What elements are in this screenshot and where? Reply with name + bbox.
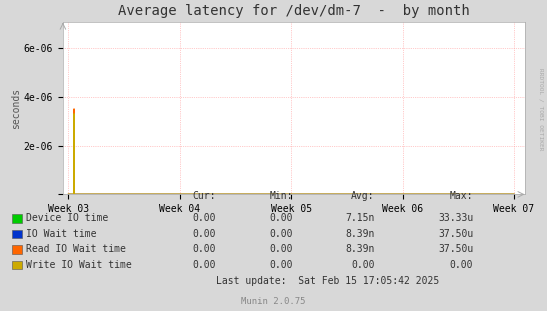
Text: 37.50u: 37.50u — [438, 229, 473, 239]
Text: 37.50u: 37.50u — [438, 244, 473, 254]
Text: 8.39n: 8.39n — [345, 229, 375, 239]
Text: 7.15n: 7.15n — [345, 213, 375, 223]
Text: 0.00: 0.00 — [450, 260, 473, 270]
Text: 0.00: 0.00 — [351, 260, 375, 270]
Text: IO Wait time: IO Wait time — [26, 229, 97, 239]
Title: Average latency for /dev/dm-7  -  by month: Average latency for /dev/dm-7 - by month — [118, 4, 470, 18]
Text: 0.00: 0.00 — [269, 213, 293, 223]
Text: Last update:  Sat Feb 15 17:05:42 2025: Last update: Sat Feb 15 17:05:42 2025 — [216, 276, 439, 286]
Y-axis label: seconds: seconds — [11, 87, 21, 129]
Text: Max:: Max: — [450, 191, 473, 201]
Text: 0.00: 0.00 — [193, 260, 216, 270]
Text: Munin 2.0.75: Munin 2.0.75 — [241, 297, 306, 305]
Text: Min:: Min: — [269, 191, 293, 201]
Text: Read IO Wait time: Read IO Wait time — [26, 244, 126, 254]
Text: 0.00: 0.00 — [269, 260, 293, 270]
Text: 0.00: 0.00 — [193, 244, 216, 254]
Text: Cur:: Cur: — [193, 191, 216, 201]
Text: 8.39n: 8.39n — [345, 244, 375, 254]
Text: 0.00: 0.00 — [193, 229, 216, 239]
Text: Write IO Wait time: Write IO Wait time — [26, 260, 132, 270]
Text: 0.00: 0.00 — [269, 229, 293, 239]
Text: 33.33u: 33.33u — [438, 213, 473, 223]
Text: 0.00: 0.00 — [193, 213, 216, 223]
Text: RRDTOOL / TOBI OETIKER: RRDTOOL / TOBI OETIKER — [538, 67, 543, 150]
Text: Device IO time: Device IO time — [26, 213, 108, 223]
Text: Avg:: Avg: — [351, 191, 375, 201]
Text: 0.00: 0.00 — [269, 244, 293, 254]
